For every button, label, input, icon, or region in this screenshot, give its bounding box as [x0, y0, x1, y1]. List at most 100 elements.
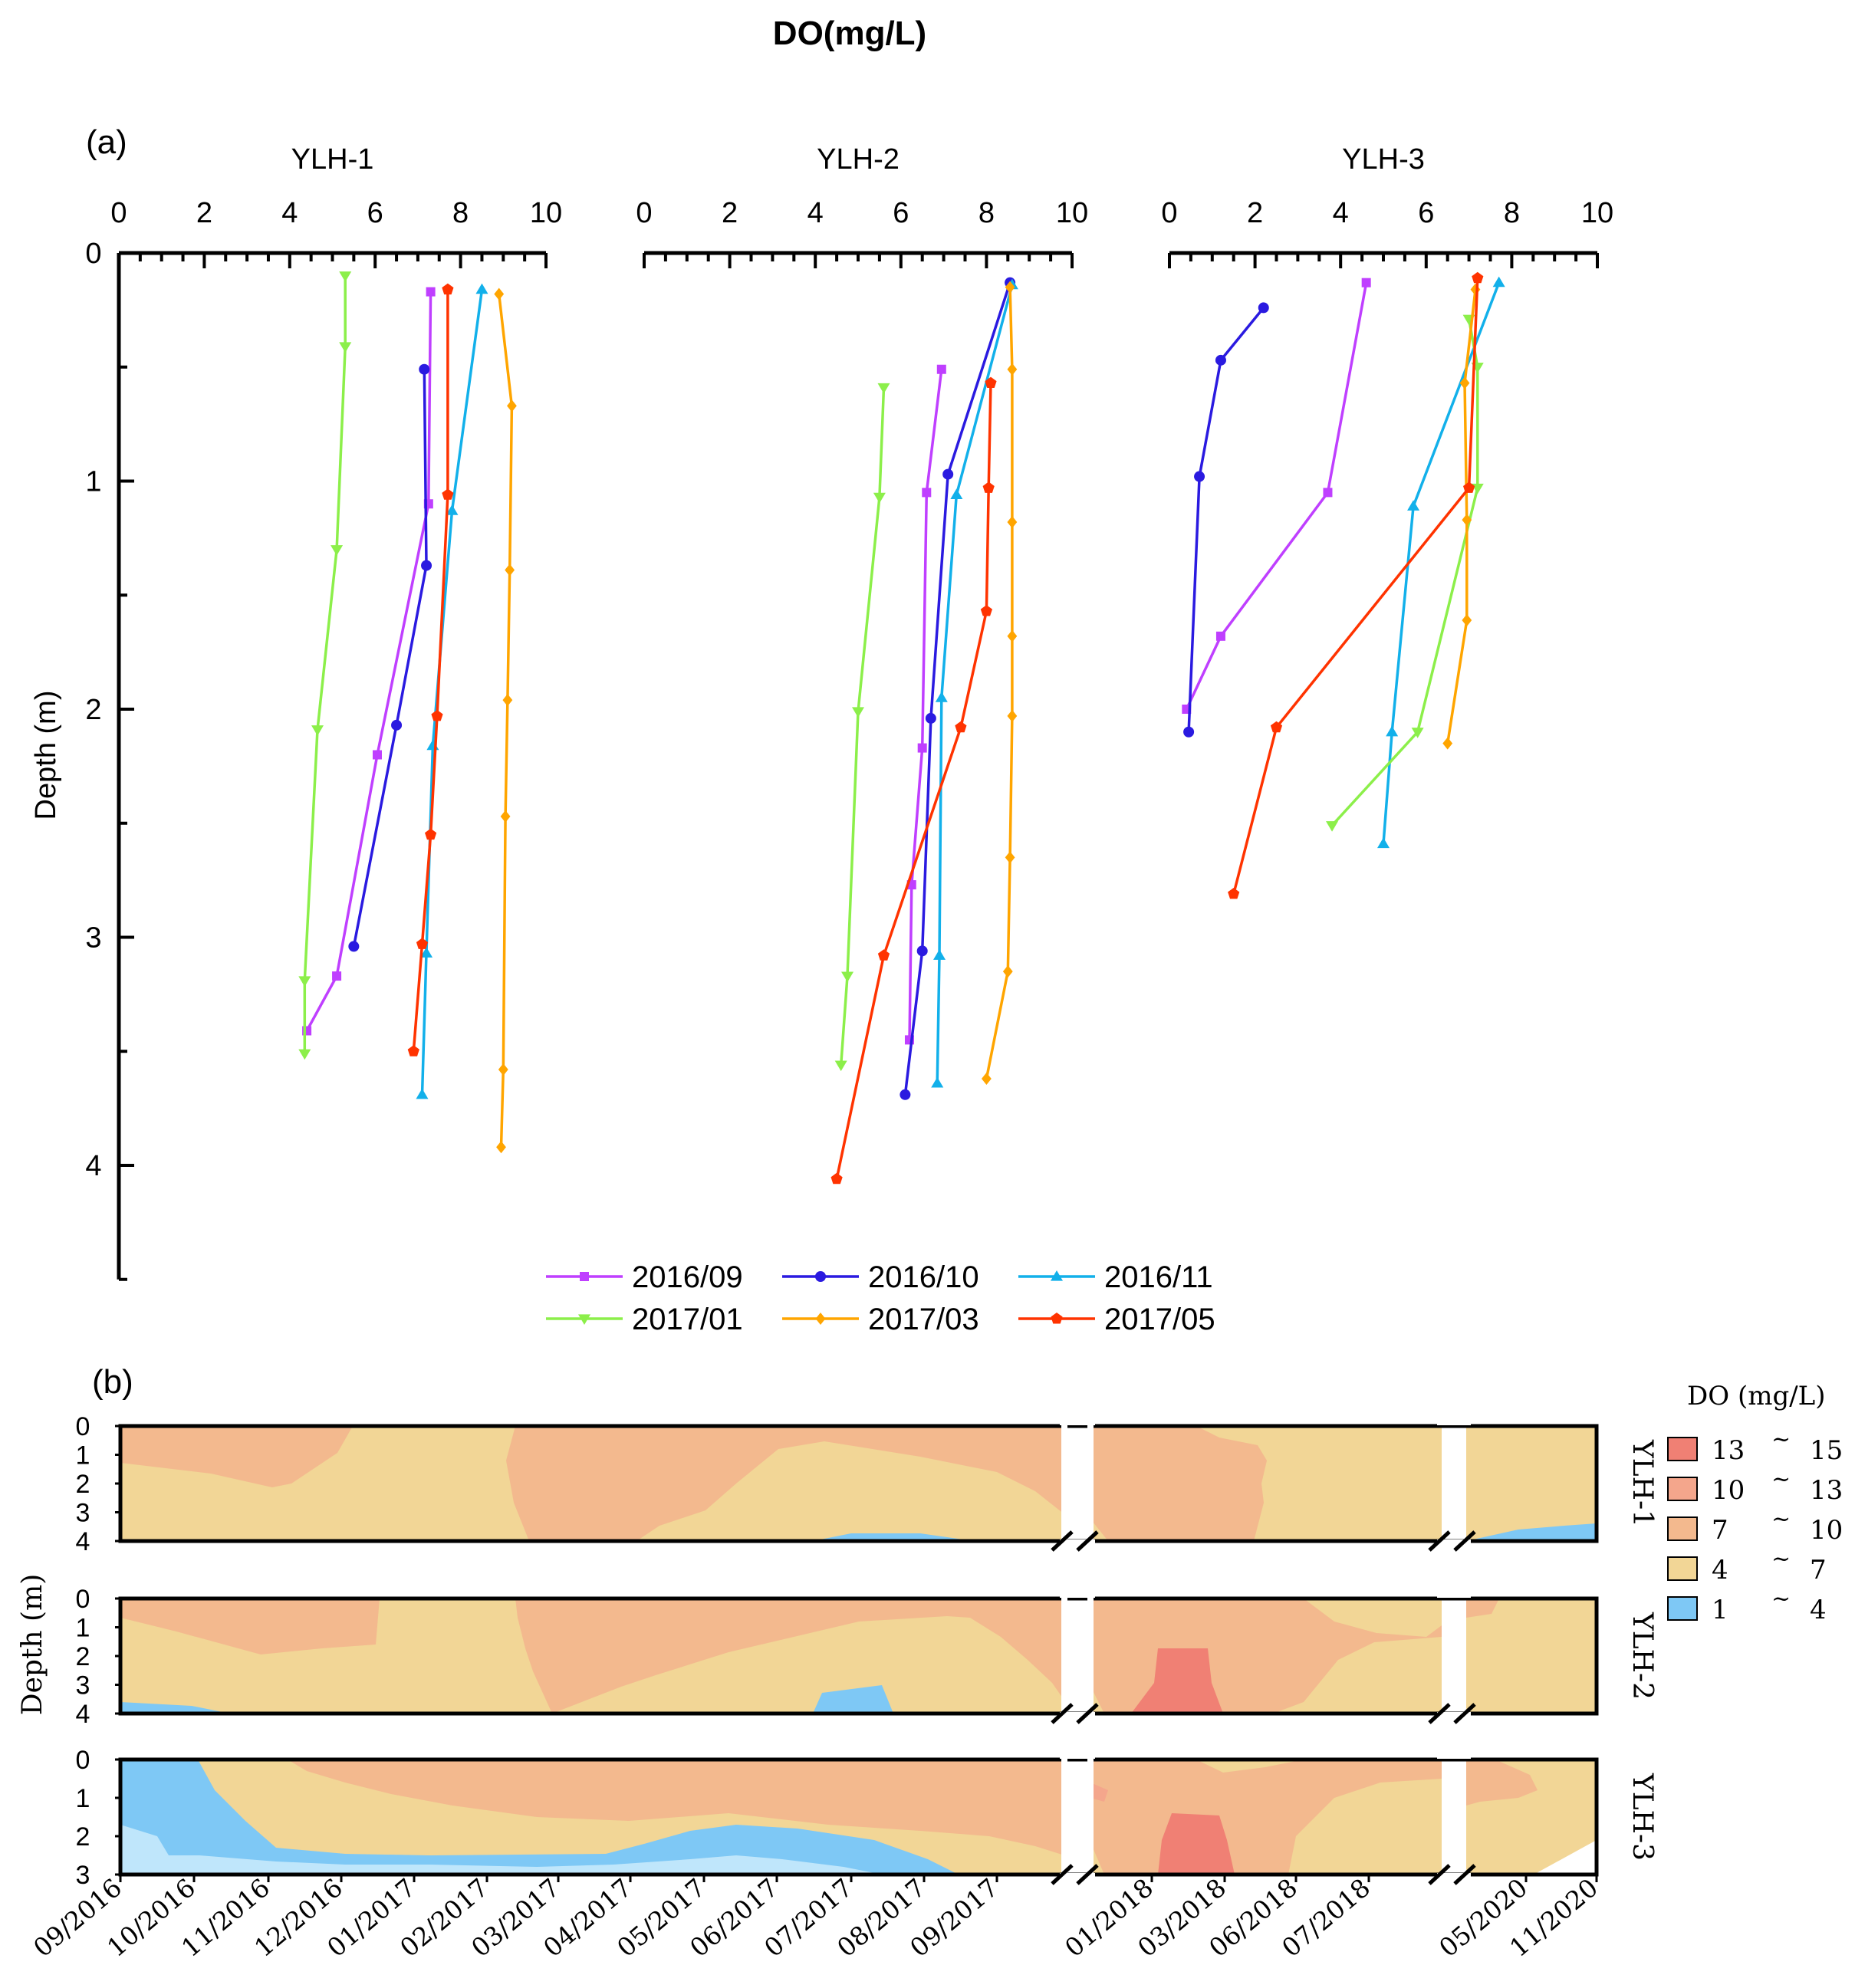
data-point: [339, 271, 352, 282]
do-zone-13-15: [1158, 1813, 1235, 1875]
do-class-entry: 1 ~4: [1667, 1585, 1827, 1625]
do-zone-unsampled: [1534, 1840, 1597, 1875]
figure-title: DO(mg/L): [773, 15, 926, 52]
data-point: [348, 941, 360, 952]
data-point: [877, 383, 890, 394]
legend-label: 2016/10: [868, 1260, 979, 1294]
data-point: [1323, 488, 1333, 498]
do-zone-10-13: [1090, 1783, 1108, 1802]
do-zone-1-4: [120, 1760, 959, 1875]
data-point: [496, 1141, 506, 1154]
legend-entry-2016-09: 2016/09: [546, 1260, 743, 1294]
series-line: [1187, 307, 1265, 732]
y-tick-label: 4: [76, 1700, 90, 1729]
profile-title: YLH-1: [291, 143, 374, 176]
data-point: [1007, 516, 1018, 529]
profile-title: YLH-3: [1342, 143, 1425, 176]
legend-label: 2017/05: [1104, 1303, 1215, 1336]
y-tick-label: 3: [76, 1861, 90, 1890]
y-tick-label: 0: [85, 238, 101, 270]
data-point: [1005, 851, 1015, 864]
do-class-low: 4: [1712, 1555, 1728, 1585]
data-point: [1183, 726, 1195, 738]
data-point: [391, 719, 403, 731]
data-point: [873, 492, 886, 504]
panel-b-legend: DO (mg/L) 13 ~15 10 ~13 7 ~10 4 ~7 1 ~4: [1667, 1381, 1843, 1625]
do-zone-1-4: [813, 1685, 893, 1714]
data-point: [1002, 965, 1013, 978]
data-point: [925, 712, 936, 724]
series-2016-09: [302, 287, 436, 1036]
x-tick-label: 8: [452, 197, 469, 229]
y-tick-label: 1: [85, 466, 101, 498]
series-line: [412, 289, 449, 1052]
data-point: [942, 468, 954, 480]
do-zone-13-15: [1131, 1648, 1223, 1714]
do-class-low: 10: [1712, 1475, 1745, 1506]
do-class-tilde: ~: [1771, 1506, 1791, 1533]
legend-entry-2017-01: 2017/01: [546, 1303, 743, 1336]
contour-strip-ylh-2: YLH-2: [118, 1595, 1658, 1724]
x-tick-label: 0: [1161, 197, 1177, 229]
data-point: [1386, 725, 1399, 737]
data-point: [1258, 302, 1269, 314]
y-tick-label: 4: [85, 1150, 101, 1182]
data-point: [1377, 837, 1390, 849]
data-point: [841, 971, 854, 983]
data-point: [416, 938, 429, 949]
data-point: [332, 971, 342, 981]
series-2016-10: [1183, 302, 1269, 738]
strip-title-ylh-2: YLH-2: [1626, 1612, 1658, 1700]
legend-entry-2017-05: 2017/05: [1018, 1303, 1215, 1336]
do-zone-1-4: [1466, 1523, 1597, 1541]
series-2017-05: [1228, 271, 1484, 899]
contour-strip-ylh-3: YLH-3: [118, 1756, 1658, 1885]
y-tick-label: 2: [76, 1470, 90, 1499]
y-tick-label: 3: [85, 922, 101, 955]
x-tick-label: 10: [530, 197, 562, 229]
y-tick-label: 1: [76, 1614, 90, 1643]
x-tick-label: 4: [1333, 197, 1349, 229]
series-line: [1382, 282, 1501, 844]
do-class-low: 7: [1712, 1515, 1728, 1546]
data-point: [1228, 888, 1240, 899]
legend-marker: [1051, 1313, 1063, 1324]
series-2016-11: [416, 283, 488, 1099]
series-2016-09: [904, 364, 946, 1045]
data-point: [980, 605, 992, 616]
do-class-swatch: [1667, 1556, 1698, 1581]
do-class-tilde: ~: [1771, 1426, 1791, 1453]
data-point: [500, 810, 511, 823]
series-2017-05: [830, 376, 997, 1185]
series-2016-10: [348, 363, 433, 952]
data-point: [425, 828, 437, 840]
series-2016-09: [1182, 278, 1371, 714]
data-point: [982, 1072, 992, 1085]
data-point: [1270, 721, 1283, 733]
panel-b-label: (b): [92, 1363, 133, 1401]
y-tick-label: 2: [76, 1822, 90, 1852]
series-line: [497, 294, 514, 1148]
data-point: [339, 342, 352, 353]
series-line: [1232, 278, 1479, 895]
series-2017-01: [1326, 314, 1484, 832]
panel-a-label: (a): [86, 123, 127, 161]
x-tick-label: 2: [1247, 197, 1263, 229]
data-point: [505, 564, 515, 577]
contour-strip-ylh-1: YLH-1: [118, 1422, 1658, 1552]
do-class-entry: 10 ~13: [1667, 1466, 1843, 1506]
series-2017-05: [407, 283, 454, 1056]
do-zone-1-4-shallow: [120, 1825, 882, 1875]
do-zone-7-10: [506, 1426, 1064, 1541]
data-point: [311, 725, 324, 736]
data-point: [1411, 728, 1424, 738]
series-line: [303, 275, 347, 1054]
do-class-entry: 7 ~10: [1667, 1506, 1843, 1546]
do-class-swatch: [1667, 1437, 1698, 1461]
data-point: [955, 721, 967, 733]
data-point: [502, 694, 513, 707]
data-point: [900, 1089, 911, 1100]
legend-marker: [1051, 1270, 1063, 1281]
panel-b-legend-title: DO (mg/L): [1687, 1381, 1826, 1411]
do-zone-1-4: [120, 1702, 230, 1714]
